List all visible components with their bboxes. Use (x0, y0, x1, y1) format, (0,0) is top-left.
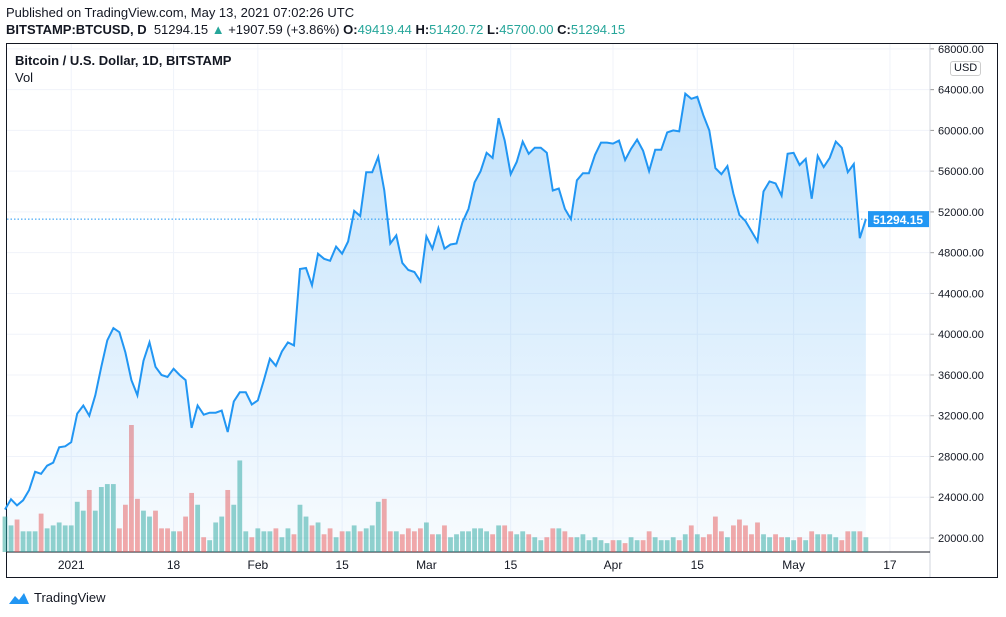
x-tick-label: 17 (883, 558, 897, 572)
y-tick-label: 36000.00 (938, 370, 984, 382)
y-tick-label: 52000.00 (938, 207, 984, 219)
up-triangle-icon: ▲ (211, 22, 225, 37)
last-price-label: 51294.15 (873, 213, 923, 227)
y-tick-label: 32000.00 (938, 411, 984, 423)
x-tick-label: Mar (416, 558, 437, 572)
low-label: L: (487, 22, 500, 37)
symbol-line: BITSTAMP:BTCUSD, D 51294.15 ▲ +1907.59 (… (6, 22, 625, 37)
close-label: C: (557, 22, 571, 37)
tradingview-icon (9, 592, 29, 604)
y-tick-label: 60000.00 (938, 125, 984, 137)
x-tick-label: 2021 (58, 558, 85, 572)
y-tick-label: 40000.00 (938, 329, 984, 341)
high-value: 51420.72 (429, 22, 484, 37)
x-tick-label: 18 (167, 558, 181, 572)
open-label: O: (343, 22, 358, 37)
price-area (5, 93, 866, 552)
volume-legend: Vol (15, 70, 34, 85)
change: +1907.59 (+3.86%) (228, 22, 340, 37)
x-tick-label: Feb (247, 558, 268, 572)
last-price-tag (868, 211, 929, 228)
chart-title: Bitcoin / U.S. Dollar, 1D, BITSTAMP (15, 53, 232, 68)
low-value: 45700.00 (499, 22, 554, 37)
y-tick-label: 24000.00 (938, 492, 984, 504)
y-tick-label: 48000.00 (938, 248, 984, 260)
x-tick-label: 15 (504, 558, 518, 572)
high-label: H: (415, 22, 430, 37)
chart-frame[interactable] (6, 43, 998, 578)
y-tick-label: 68000.00 (938, 44, 984, 56)
x-tick-label: 15 (691, 558, 705, 572)
x-tick-label: Apr (604, 558, 623, 572)
y-tick-label: 56000.00 (938, 166, 984, 178)
close-value: 51294.15 (570, 22, 626, 37)
y-tick-label: 44000.00 (938, 288, 984, 300)
y-tick-label: 20000.00 (938, 533, 984, 545)
price-line (4, 91, 867, 511)
currency-button[interactable]: USD (950, 61, 982, 76)
y-tick-label: 28000.00 (938, 451, 984, 463)
open-value: 49419.44 (357, 22, 412, 37)
x-tick-label: 15 (335, 558, 349, 572)
branding-text: TradingView (34, 590, 106, 605)
y-tick-label: 64000.00 (938, 85, 984, 97)
tradingview-logo[interactable]: TradingView (8, 590, 106, 605)
published-line: Published on TradingView.com, May 13, 20… (6, 5, 355, 20)
x-tick-label: May (782, 558, 805, 572)
last-price: 51294.15 (153, 22, 209, 37)
symbol: BITSTAMP:BTCUSD, D (6, 22, 147, 37)
